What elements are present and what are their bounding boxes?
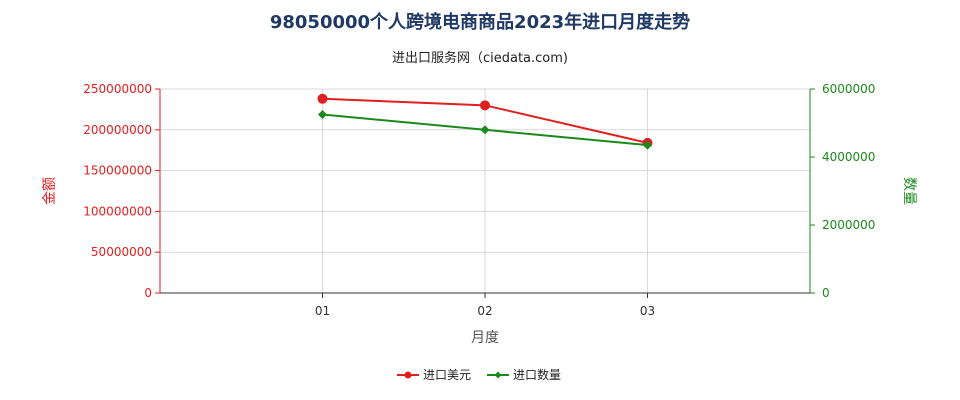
left-axis-ticks: 0 50000000 100000000 150000000 200000000 2500…	[83, 82, 160, 300]
legend-entry-label: 进口美元	[423, 368, 471, 382]
legend: 进口美元 进口数量	[397, 367, 561, 382]
series-point	[318, 110, 327, 119]
chart-title: 98050000个人跨境电商商品2023年进口月度走势	[270, 11, 690, 33]
x-tick-label: 01	[315, 304, 330, 318]
series-point	[480, 125, 490, 135]
left-tick-label: 0	[144, 286, 152, 300]
series-point	[317, 93, 328, 104]
x-tick-label: 03	[640, 304, 655, 318]
x-axis-label: 月度	[471, 330, 499, 346]
series-point	[643, 140, 652, 150]
right-tick-label: 2000000	[822, 218, 875, 232]
legend-swatch-marker	[494, 371, 502, 379]
left-tick-label: 50000000	[91, 245, 152, 259]
right-axis-ticks: 0 2000000 4000000 6000000	[810, 82, 875, 300]
legend-entry-label: 进口数量	[513, 367, 561, 382]
right-tick-label: 6000000	[822, 82, 875, 96]
series-layer	[317, 93, 653, 150]
left-axis-label: 金额	[42, 177, 58, 205]
left-tick-label: 150000000	[83, 164, 152, 178]
series-point	[480, 100, 490, 111]
legend-swatch-marker	[404, 371, 412, 379]
grid-lines	[160, 88, 810, 293]
chart-subtitle: 进出口服务网（ciedata.com)	[392, 50, 568, 66]
x-tick-label: 02	[477, 304, 492, 318]
left-tick-label: 100000000	[83, 204, 152, 218]
right-tick-label: 0	[822, 286, 830, 300]
left-tick-label: 250000000	[83, 82, 152, 96]
left-tick-label: 200000000	[83, 123, 152, 137]
right-axis-label: 数量	[901, 177, 917, 205]
x-axis-ticks: 01 02 03	[315, 293, 655, 318]
right-tick-label: 4000000	[822, 150, 875, 164]
